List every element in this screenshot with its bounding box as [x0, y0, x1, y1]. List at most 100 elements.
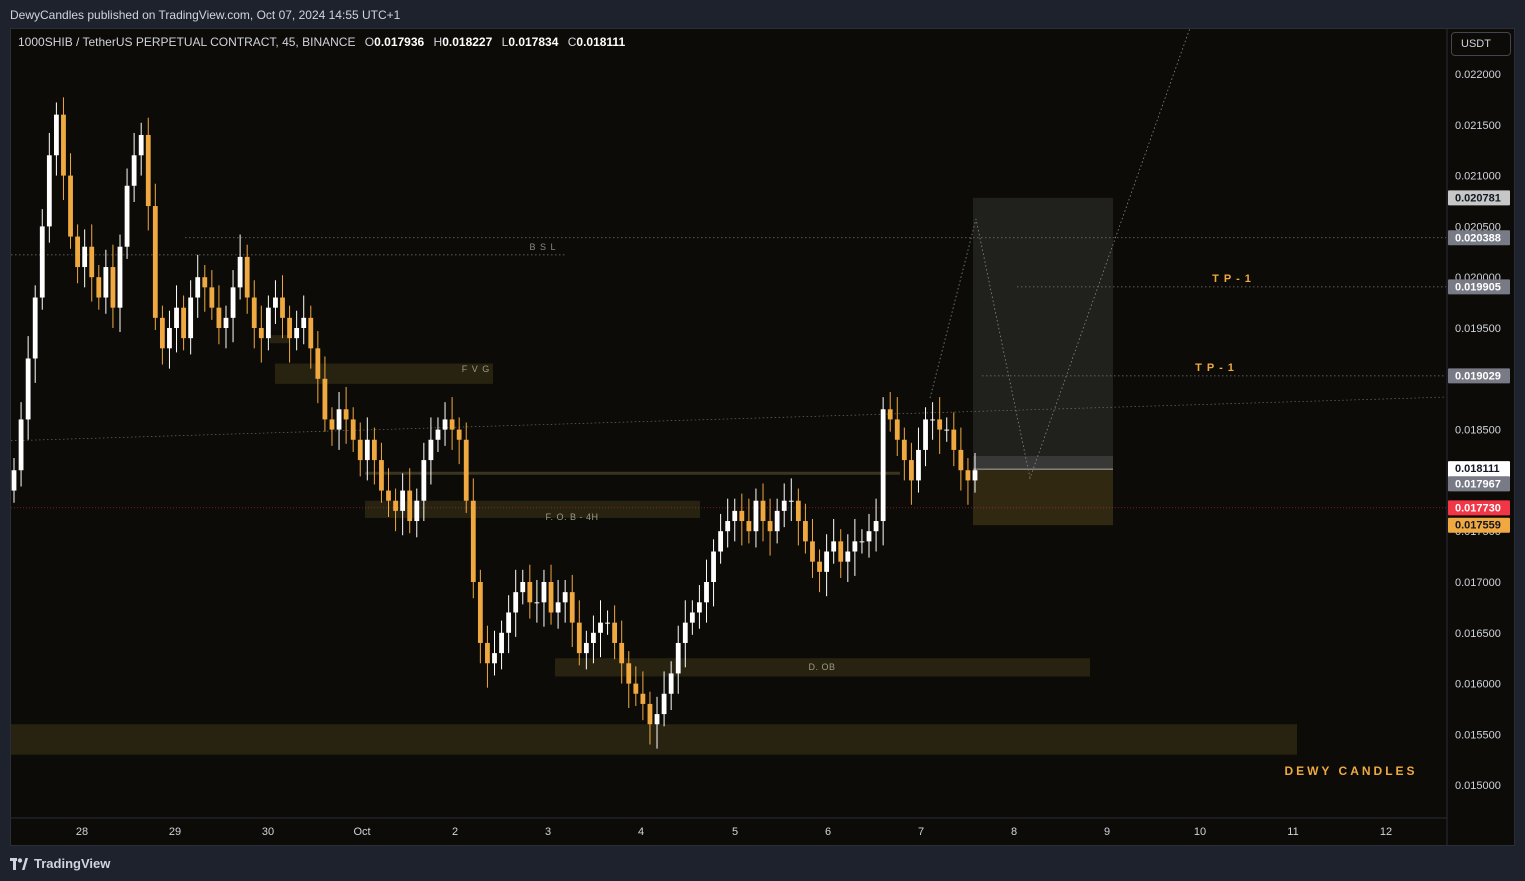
candle-body: [626, 663, 632, 684]
candle-body: [75, 236, 80, 268]
x-tick-label: 11: [1287, 826, 1298, 838]
low-label: L: [501, 35, 509, 49]
dob-label: D. OB: [808, 662, 835, 672]
candle-body: [704, 582, 709, 603]
open-label: O: [364, 35, 375, 49]
close-label: C: [567, 35, 577, 49]
candle-body: [958, 449, 964, 471]
candle-body: [887, 409, 893, 420]
candle-body: [668, 673, 674, 694]
candle-body: [39, 226, 45, 298]
candle-body: [817, 561, 822, 572]
candle-body: [866, 531, 872, 542]
fvg-zone: [275, 363, 493, 384]
fob-zone: [365, 500, 700, 518]
candle-body: [753, 500, 759, 532]
price-label-text: 0.017730: [1455, 502, 1501, 514]
candle-body: [880, 409, 886, 522]
candle-body: [711, 551, 716, 582]
candle-body: [633, 683, 639, 694]
candle-body: [513, 592, 519, 613]
candle-body: [562, 592, 568, 603]
candle-body: [428, 439, 434, 461]
candle-body: [181, 307, 186, 339]
x-tick-label: 30: [262, 826, 274, 838]
y-tick-label: 0.015500: [1455, 729, 1501, 741]
candle-body: [350, 419, 356, 440]
x-tick-label: 12: [1380, 826, 1392, 838]
chart-frame[interactable]: [10, 28, 1515, 846]
candle-body: [32, 297, 38, 359]
candle-body: [852, 541, 858, 552]
price-label-text: 0.018111: [1455, 463, 1500, 475]
candle-body: [591, 632, 596, 643]
candle-body: [393, 500, 398, 511]
candle-body: [972, 470, 978, 481]
candle-body: [25, 358, 31, 420]
candle-body: [223, 317, 229, 328]
candle-body: [421, 460, 427, 501]
x-tick-label: 3: [545, 826, 551, 838]
candle-body: [343, 409, 349, 420]
fob-label: F. O. B - 4H: [545, 512, 598, 522]
x-tick-label: 2: [452, 826, 458, 838]
candle-body: [188, 297, 194, 339]
candle-body: [195, 277, 201, 298]
candle-body: [534, 602, 540, 604]
candle-body: [774, 510, 780, 532]
candle-body: [767, 521, 773, 532]
candle-body: [923, 419, 928, 450]
candle-body: [725, 521, 731, 532]
candle-body: [845, 551, 851, 562]
y-tick-label: 0.016500: [1455, 628, 1501, 640]
tp1-upper-label: T P - 1: [1212, 273, 1252, 285]
candle-body: [456, 429, 462, 440]
candle-body: [308, 317, 314, 349]
currency-button[interactable]: USDT: [1451, 32, 1511, 56]
tp1-lower-label: T P - 1: [1195, 362, 1235, 374]
candle-body: [675, 642, 681, 674]
candle-body: [145, 134, 151, 207]
candle-body: [739, 510, 745, 522]
candle-body: [605, 622, 610, 624]
high-label: H: [433, 35, 443, 49]
candle-body: [718, 531, 724, 552]
candle-body: [251, 297, 257, 328]
y-tick-label: 0.018500: [1455, 425, 1501, 437]
candle-body: [647, 703, 653, 725]
candle-body: [583, 642, 589, 654]
y-tick-label: 0.017000: [1455, 577, 1501, 589]
candle-body: [485, 642, 490, 664]
open-value: 0.017936: [374, 35, 425, 49]
candle-body: [506, 612, 512, 633]
candle-body: [795, 500, 801, 522]
x-tick-label: 6: [825, 826, 831, 838]
candle-body: [760, 500, 766, 522]
candle-body: [301, 317, 307, 328]
candle-body: [803, 521, 808, 542]
footer-brand: TradingView: [34, 856, 111, 871]
candle-body: [810, 541, 815, 562]
candle-body: [661, 693, 667, 715]
candle-body: [18, 419, 24, 471]
candle-body: [859, 541, 865, 543]
price-label-bg: [1448, 190, 1510, 206]
price-label-text: 0.020388: [1455, 232, 1501, 244]
candle-body: [167, 328, 172, 349]
candle-body: [527, 582, 533, 603]
candle-body: [294, 328, 300, 339]
candle-body: [824, 551, 830, 572]
candle-body: [944, 429, 950, 431]
price-label-text: 0.019905: [1455, 281, 1501, 293]
candle-body: [322, 378, 328, 420]
candle-body: [520, 582, 526, 593]
candle-body: [569, 592, 575, 623]
target-box: [973, 197, 1113, 470]
candle-body: [159, 317, 165, 349]
candle-body: [230, 287, 236, 318]
x-tick-label: 8: [1011, 826, 1017, 838]
candle-body: [930, 419, 936, 421]
tradingview-logo[interactable]: TradingView: [10, 856, 110, 871]
symbol-title: 1000SHIB / TetherUS PERPETUAL CONTRACT, …: [18, 35, 356, 49]
